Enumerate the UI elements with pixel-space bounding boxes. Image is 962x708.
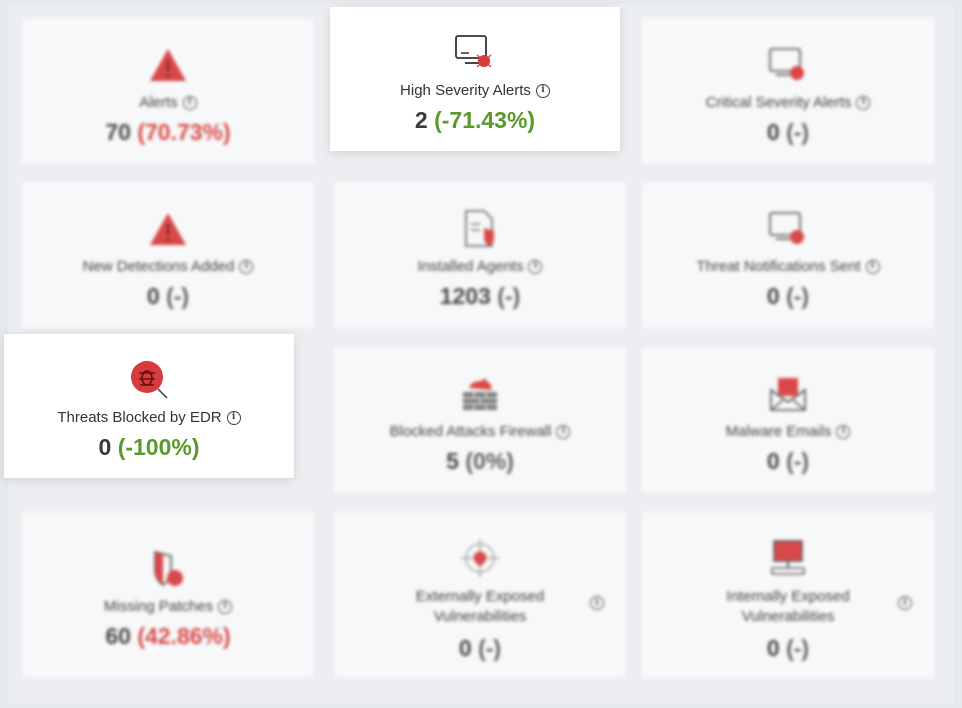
monitor-bug-icon [452,30,498,76]
card-change: (-) [786,448,810,474]
info-icon[interactable]: i [865,259,880,274]
info-icon[interactable]: i [898,596,912,610]
card-value: 0 [98,434,112,460]
card-change: (-) [786,634,810,661]
info-icon[interactable]: i [836,424,851,439]
card-change: (70.73%) [137,119,231,145]
computer-icon [765,535,811,581]
card-change: (-100%) [117,434,200,460]
warning-triangle-icon [145,206,191,252]
card-change: (42.86%) [137,623,231,649]
monitor-alert-icon [765,206,811,252]
card-label: Critical Severity Alerts [705,94,852,111]
info-icon[interactable]: i [182,95,197,110]
card-value: 0 [766,283,780,309]
new-detections-card[interactable]: New Detections Added i 0 (-) [22,182,314,328]
card-label: Blocked Attacks Firewall [389,423,552,440]
card-value: 0 [766,119,780,145]
card-label: Missing Patches [103,598,214,615]
card-label: Threat Notifications Sent [696,258,861,275]
card-change: (-) [166,283,190,309]
threat-notifications-card[interactable]: Threat Notifications Sent i 0 (-) [642,182,934,328]
card-value: 2 [414,107,428,133]
card-value: 0 [766,448,780,474]
card-change: (-) [786,119,810,145]
info-icon[interactable]: i [528,259,543,274]
critical-severity-alerts-card[interactable]: Critical Severity Alerts i 0 (-) [642,18,934,164]
card-label-line2: Vulnerabilities [741,607,835,625]
info-icon[interactable]: i [535,83,550,98]
info-icon[interactable]: i [239,259,254,274]
card-label: High Severity Alerts [400,82,531,99]
card-value: 0 [146,283,160,309]
card-label-line1: Internally Exposed [726,587,850,605]
info-icon[interactable]: i [590,596,604,610]
firewall-icon [457,371,503,417]
info-icon[interactable]: i [556,424,571,439]
blocked-attacks-firewall-card[interactable]: Blocked Attacks Firewall i 5 (0%) [334,347,626,493]
warning-triangle-icon [145,42,191,88]
missing-patches-card[interactable]: Missing Patches i 60 (42.86%) [22,512,314,678]
shield-alert-icon [145,546,191,592]
externally-exposed-card[interactable]: Externally Exposed Vulnerabilities i 0 (-… [334,512,626,678]
target-icon [457,535,503,581]
installed-agents-card[interactable]: Installed Agents i 1203 (-) [334,182,626,328]
card-label-line2: Vulnerabilities [433,607,527,625]
card-change: (-71.43%) [434,107,536,133]
card-label: Malware Emails [725,423,832,440]
card-value: 0 [458,634,472,661]
high-severity-alerts-card[interactable]: High Severity Alerts i 2 (-71.43%) [330,7,620,151]
card-change: (0%) [465,448,514,474]
internally-exposed-card[interactable]: Internally Exposed Vulnerabilities i 0 (-… [642,512,934,678]
info-icon[interactable]: i [218,599,233,614]
threats-blocked-edr-card[interactable]: Threats Blocked by EDR i 0 (-100%) [4,334,294,478]
card-label: New Detections Added [82,258,235,275]
monitor-alert-icon [765,42,811,88]
card-label: Installed Agents [417,258,524,275]
info-icon[interactable]: i [856,95,871,110]
malware-emails-card[interactable]: Malware Emails i 0 (-) [642,347,934,493]
card-label: Alerts [139,94,178,111]
bug-magnifier-icon [126,357,172,403]
card-value: 0 [766,634,780,661]
card-value: 60 [105,623,131,649]
card-change: (-) [786,283,810,309]
card-value: 70 [105,119,131,145]
card-label-line1: Externally Exposed [415,587,545,605]
info-icon[interactable]: i [226,410,241,425]
card-value: 5 [446,448,459,474]
alerts-card[interactable]: Alerts i 70 (70.73%) [22,18,314,164]
email-icon [765,371,811,417]
card-value: 1203 [439,283,491,309]
card-label: Threats Blocked by EDR [57,409,222,426]
card-change: (-) [478,634,502,661]
document-shield-icon [457,206,503,252]
card-change: (-) [497,283,521,309]
